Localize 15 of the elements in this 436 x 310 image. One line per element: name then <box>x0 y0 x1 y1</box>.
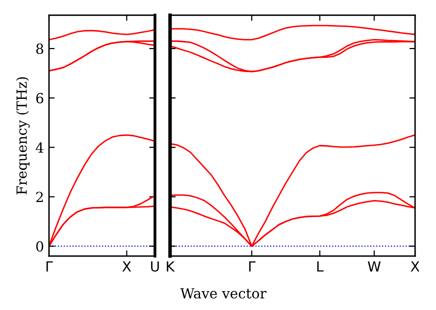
x-axis-title: Wave vector <box>180 288 266 299</box>
x-tick-label: W <box>368 261 381 272</box>
x-tick-label: U <box>151 261 159 272</box>
y-tick-label: 6 <box>36 92 44 104</box>
x-tick-label: Γ <box>46 261 53 272</box>
x-tick-label: X <box>410 261 420 272</box>
y-tick-label: 0 <box>36 241 44 252</box>
x-tick-label: Γ <box>249 261 256 272</box>
y-tick-label: 8 <box>36 44 44 54</box>
x-tick-label: L <box>317 261 324 272</box>
y-tick-label: 4 <box>36 142 44 153</box>
x-tick-label: X <box>122 261 132 272</box>
y-axis-title: Frequency (THz) <box>16 77 30 194</box>
y-tick-label: 2 <box>36 192 43 202</box>
x-tick-label: K <box>166 261 175 272</box>
